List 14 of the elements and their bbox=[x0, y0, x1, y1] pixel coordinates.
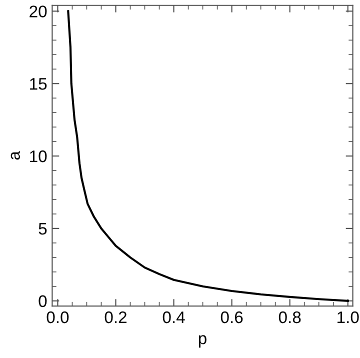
x-tick-label: 1.0 bbox=[338, 311, 359, 324]
y-tick-label: 15 bbox=[30, 78, 47, 90]
y-tick-label: 5 bbox=[38, 223, 47, 235]
line-series bbox=[67, 10, 349, 302]
y-tick-label: 0 bbox=[38, 295, 47, 308]
x-tick-label: 0.8 bbox=[278, 311, 301, 324]
x-tick-label: 0.4 bbox=[162, 311, 185, 324]
x-tick-label: 0.2 bbox=[104, 311, 126, 324]
x-tick-label: 0.0 bbox=[46, 311, 69, 324]
y-axis-title: a bbox=[10, 151, 20, 160]
y-tick-label: 20 bbox=[30, 6, 47, 18]
x-tick-label: 0.6 bbox=[220, 311, 243, 324]
y-tick-label: 10 bbox=[30, 150, 47, 162]
x-axis-title: p bbox=[198, 335, 206, 348]
